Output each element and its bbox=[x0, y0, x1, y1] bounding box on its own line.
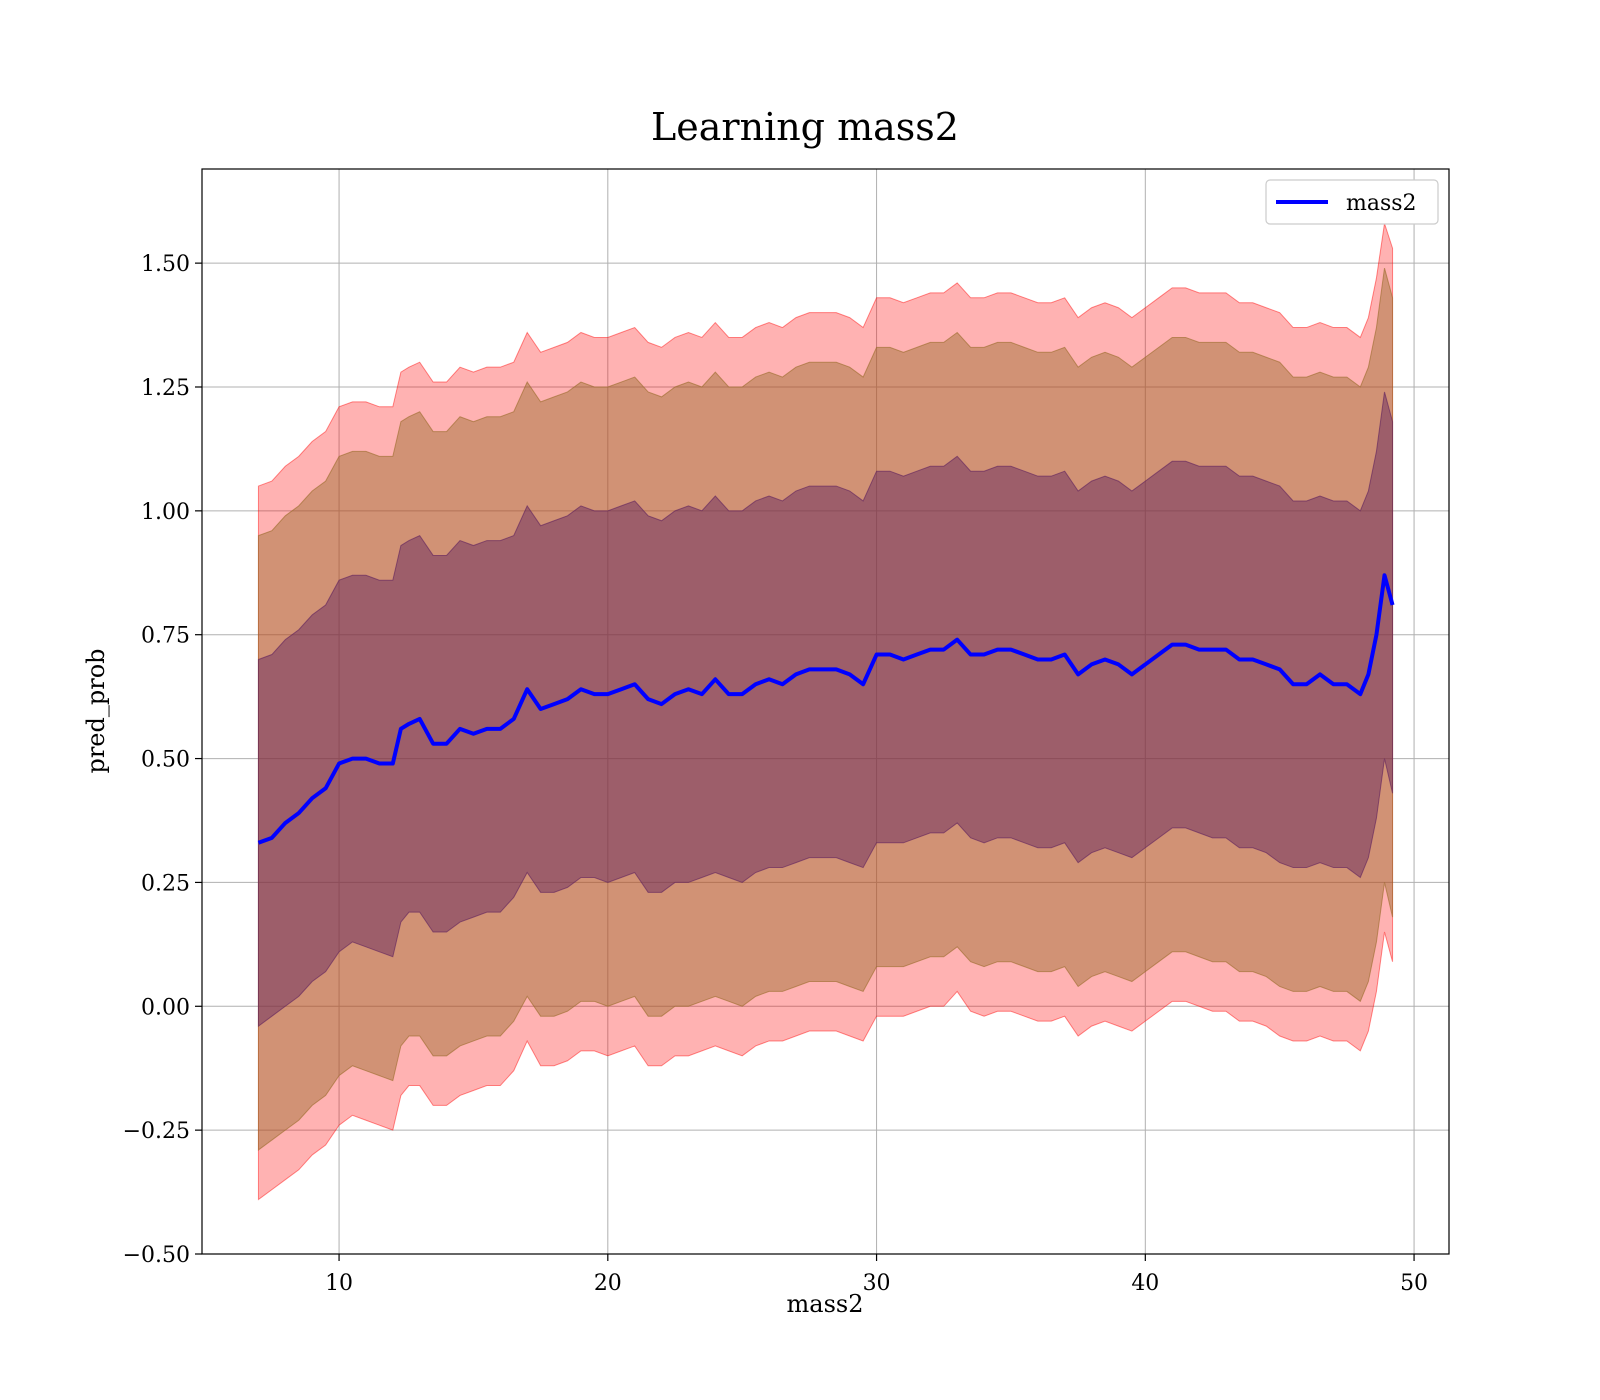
y-tick-label: 1.00 bbox=[141, 500, 190, 525]
y-tick-label: 0.25 bbox=[141, 871, 190, 896]
x-tick-label: 40 bbox=[1131, 1271, 1159, 1296]
x-tick-label: 20 bbox=[594, 1271, 622, 1296]
x-axis-ticks: 10 20 30 40 50 bbox=[325, 1254, 1428, 1296]
legend-box bbox=[1265, 179, 1439, 225]
confidence-band-2 bbox=[257, 267, 1394, 1151]
y-axis-label: pred_prob bbox=[82, 648, 110, 773]
y-tick-label: −0.25 bbox=[123, 1119, 190, 1144]
y-tick-label: −0.50 bbox=[123, 1243, 190, 1268]
y-tick-label: 0.50 bbox=[141, 748, 190, 773]
legend-label-mass2: mass2 bbox=[1346, 191, 1417, 216]
y-tick-label: 0.75 bbox=[141, 624, 190, 649]
x-axis-label: mass2 bbox=[787, 1290, 864, 1318]
confidence-bands bbox=[257, 223, 1394, 1201]
y-tick-label: 1.50 bbox=[141, 252, 190, 277]
x-tick-label: 30 bbox=[863, 1271, 891, 1296]
y-tick-label: 1.25 bbox=[141, 376, 190, 401]
confidence-band-3 bbox=[257, 391, 1394, 1028]
plot-frame bbox=[201, 168, 1450, 1255]
y-tick-label: 0.00 bbox=[141, 995, 190, 1020]
chart-title: Learning mass2 bbox=[651, 105, 959, 149]
confidence-band-1 bbox=[257, 223, 1394, 1201]
series-lines bbox=[257, 573, 1395, 845]
grid-lines bbox=[202, 169, 1449, 1255]
x-tick-label: 10 bbox=[325, 1271, 353, 1296]
x-tick-label: 50 bbox=[1400, 1271, 1428, 1296]
legend: mass2 bbox=[1265, 179, 1439, 225]
series-line-mass2 bbox=[257, 573, 1395, 845]
y-axis-ticks: −0.50 −0.25 0.00 0.25 0.50 0.75 1.00 1.25 1.50 bbox=[123, 252, 202, 1268]
